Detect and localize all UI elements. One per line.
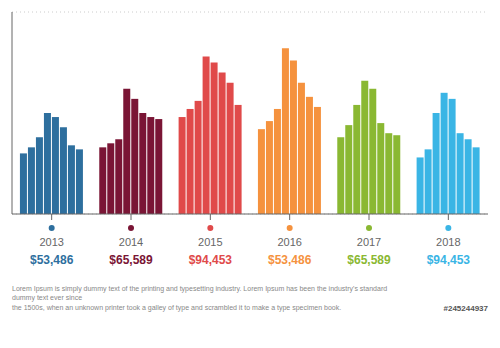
html-text:#245244937: #245244937 <box>443 304 488 313</box>
svg-text:2017: 2017 <box>357 236 381 248</box>
svg-text:$94,453: $94,453 <box>427 253 471 267</box>
svg-text:2014: 2014 <box>119 236 143 248</box>
svg-text:$94,453: $94,453 <box>189 253 233 267</box>
svg-text:$53,486: $53,486 <box>268 253 312 267</box>
svg-text:2013: 2013 <box>39 236 63 248</box>
svg-text:$65,589: $65,589 <box>347 253 391 267</box>
svg-text:2015: 2015 <box>198 236 222 248</box>
svg-text:2018: 2018 <box>436 236 460 248</box>
svg-text:2016: 2016 <box>277 236 301 248</box>
svg-text:$65,589: $65,589 <box>109 253 153 267</box>
svg-text:$53,486: $53,486 <box>30 253 74 267</box>
html-text:Lorem Ipsum is simply dummy te: Lorem Ipsum is simply dummy text of the … <box>12 284 390 312</box>
